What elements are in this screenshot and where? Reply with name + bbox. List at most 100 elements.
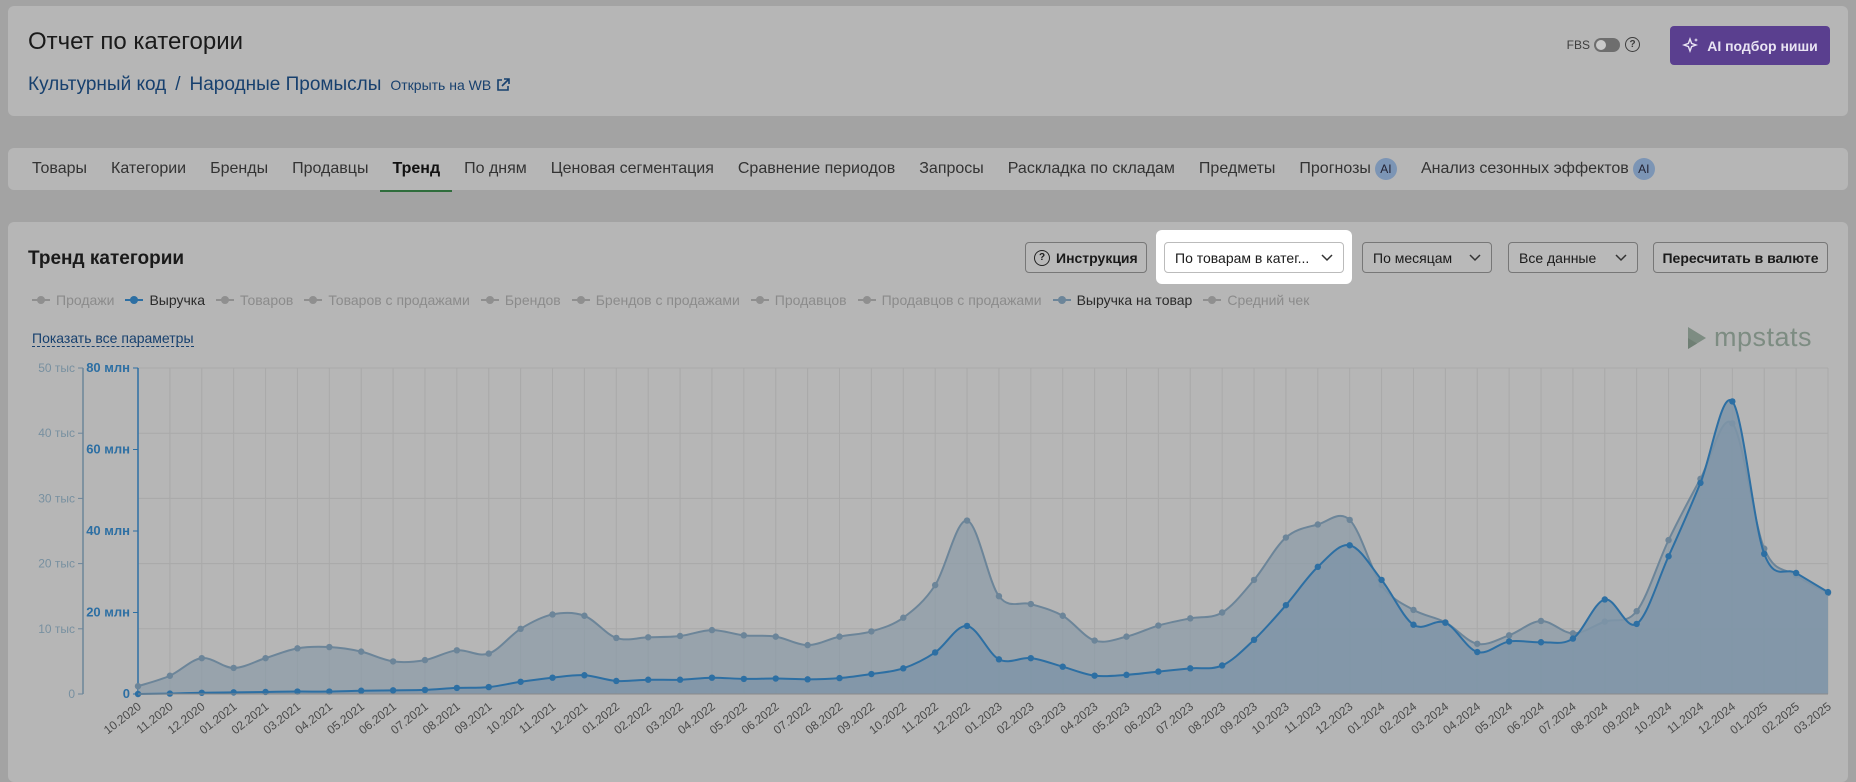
series-point bbox=[581, 612, 588, 619]
series-point bbox=[294, 688, 301, 695]
series-point bbox=[326, 643, 333, 651]
legend-item-sellers[interactable]: Продавцов bbox=[750, 292, 847, 308]
series-point bbox=[804, 676, 811, 683]
fbs-help-icon[interactable]: ? bbox=[1625, 37, 1640, 52]
tab-label: Ценовая сегментация bbox=[550, 160, 714, 177]
series-point bbox=[1697, 479, 1704, 487]
legend-marker bbox=[480, 295, 499, 305]
tab-price-segmentation[interactable]: Ценовая сегментация bbox=[551, 148, 714, 190]
tab-by-days[interactable]: По дням bbox=[464, 148, 527, 190]
legend-label: Выручка bbox=[149, 292, 206, 308]
recalc-label: Пересчитать в валюте bbox=[1662, 249, 1819, 266]
y-axis-left-tick-label: 30 тыс bbox=[38, 491, 75, 505]
series-point bbox=[676, 632, 684, 640]
legend-item-brands[interactable]: Брендов bbox=[480, 292, 561, 308]
ai-niche-button[interactable]: AI подбор ниши bbox=[1670, 26, 1830, 65]
grouping-select[interactable]: По товарам в катег... bbox=[1164, 242, 1344, 273]
series-point bbox=[1091, 672, 1098, 679]
legend-label: Продажи bbox=[56, 292, 115, 308]
fbs-toggle-group: FBS ? bbox=[1567, 37, 1640, 52]
series-point bbox=[389, 658, 397, 665]
open-wb-link[interactable]: Открыть на WB bbox=[390, 77, 511, 93]
tab-forecasts[interactable]: Прогнозы AI bbox=[1299, 148, 1397, 190]
breadcrumb-category[interactable]: Культурный код bbox=[28, 74, 167, 95]
series-point bbox=[1218, 662, 1226, 669]
series-point bbox=[931, 649, 939, 656]
series-area bbox=[138, 400, 1828, 694]
y-axis-left-tick-label: 0 bbox=[68, 687, 75, 701]
y-axis-right-tick-label: 60 млн bbox=[86, 442, 130, 457]
series-point bbox=[1537, 617, 1545, 625]
legend-item-sales[interactable]: Продажи bbox=[32, 292, 114, 308]
recalc-currency-button[interactable]: Пересчитать в валюте bbox=[1653, 242, 1828, 273]
page-title: Отчет по категории bbox=[28, 28, 244, 55]
legend-label: Товаров с продажами bbox=[328, 292, 470, 308]
legend-item-average-check[interactable]: Средний чек bbox=[1203, 292, 1309, 308]
brand-text: mpstats bbox=[1713, 322, 1812, 352]
ai-niche-label: AI подбор ниши bbox=[1707, 37, 1818, 54]
fbs-toggle[interactable] bbox=[1594, 37, 1620, 52]
period-select[interactable]: По месяцам bbox=[1362, 242, 1492, 273]
series-point bbox=[517, 678, 524, 685]
tab-label: Продавцы bbox=[292, 160, 369, 177]
tab-seasonal-analysis[interactable]: Анализ сезонных эффектов AI bbox=[1421, 148, 1655, 190]
series-point bbox=[230, 664, 237, 672]
tab-warehouse-layout[interactable]: Раскладка по складам bbox=[1008, 148, 1175, 190]
series-point bbox=[1633, 607, 1640, 615]
series-point bbox=[1474, 640, 1481, 647]
series-point bbox=[740, 632, 748, 639]
legend-marker bbox=[571, 295, 590, 305]
chevron-down-icon bbox=[1469, 253, 1481, 261]
series-point bbox=[549, 611, 556, 618]
series-point bbox=[1537, 639, 1545, 646]
legend-label: Продавцов bbox=[774, 292, 847, 308]
legend-label: Товаров bbox=[240, 292, 294, 308]
tab-label: Бренды bbox=[210, 160, 269, 177]
tab-sellers[interactable]: Продавцы bbox=[292, 148, 368, 190]
fbs-label: FBS bbox=[1566, 37, 1590, 52]
mpstats-logo-icon bbox=[1687, 326, 1706, 349]
series-point bbox=[1314, 563, 1322, 571]
tab-brands[interactable]: Бренды bbox=[210, 148, 268, 190]
series-point bbox=[900, 665, 907, 672]
section-title: Тренд категории bbox=[28, 248, 185, 269]
tab-label: Анализ сезонных эффектов bbox=[1420, 160, 1629, 177]
series-point bbox=[1282, 601, 1290, 609]
series-point bbox=[1761, 550, 1768, 558]
series-point bbox=[453, 684, 461, 692]
tab-label: Запросы bbox=[919, 160, 984, 177]
series-point bbox=[230, 689, 237, 696]
legend-item-revenue-per-product[interactable]: Выручка на товар bbox=[1052, 292, 1192, 308]
legend-item-brands-with-sales[interactable]: Брендов с продажами bbox=[571, 292, 740, 308]
legend-item-products-with-sales[interactable]: Товаров с продажами bbox=[304, 292, 470, 308]
tab-queries[interactable]: Запросы bbox=[919, 148, 984, 190]
series-point bbox=[581, 672, 588, 679]
tab-label: Прогнозы bbox=[1299, 160, 1371, 177]
legend-item-sellers-with-sales[interactable]: Продавцов с продажами bbox=[857, 292, 1042, 308]
series-point bbox=[1633, 620, 1640, 628]
breadcrumb-subcategory[interactable]: Народные Промыслы bbox=[189, 74, 382, 95]
series-point bbox=[1505, 638, 1513, 645]
series-point bbox=[166, 672, 174, 679]
tab-label: По дням bbox=[464, 160, 527, 177]
legend-item-products[interactable]: Товаров bbox=[216, 292, 293, 308]
legend-item-revenue[interactable]: Выручка bbox=[125, 292, 205, 308]
show-all-params-link[interactable]: Показать все параметры bbox=[32, 330, 194, 347]
tab-trend[interactable]: Тренд bbox=[380, 148, 452, 192]
series-point bbox=[836, 633, 843, 640]
range-select[interactable]: Все данные bbox=[1508, 242, 1638, 273]
tab-subjects[interactable]: Предметы bbox=[1199, 148, 1275, 190]
instruction-button[interactable]: ? Инструкция bbox=[1025, 242, 1147, 273]
series-point bbox=[198, 689, 205, 696]
series-point bbox=[708, 626, 716, 634]
breadcrumb-separator: / bbox=[175, 74, 181, 95]
tab-categories[interactable]: Категории bbox=[111, 148, 186, 190]
tab-products[interactable]: Товары bbox=[32, 148, 87, 190]
series-point bbox=[1250, 576, 1258, 584]
series-point bbox=[1218, 609, 1226, 616]
tab-period-comparison[interactable]: Сравнение периодов bbox=[738, 148, 895, 190]
series-point bbox=[1505, 632, 1513, 639]
series-point bbox=[804, 641, 811, 649]
y-axis-right-tick-label: 20 млн bbox=[86, 605, 130, 620]
legend-label: Брендов с продажами bbox=[595, 292, 740, 308]
